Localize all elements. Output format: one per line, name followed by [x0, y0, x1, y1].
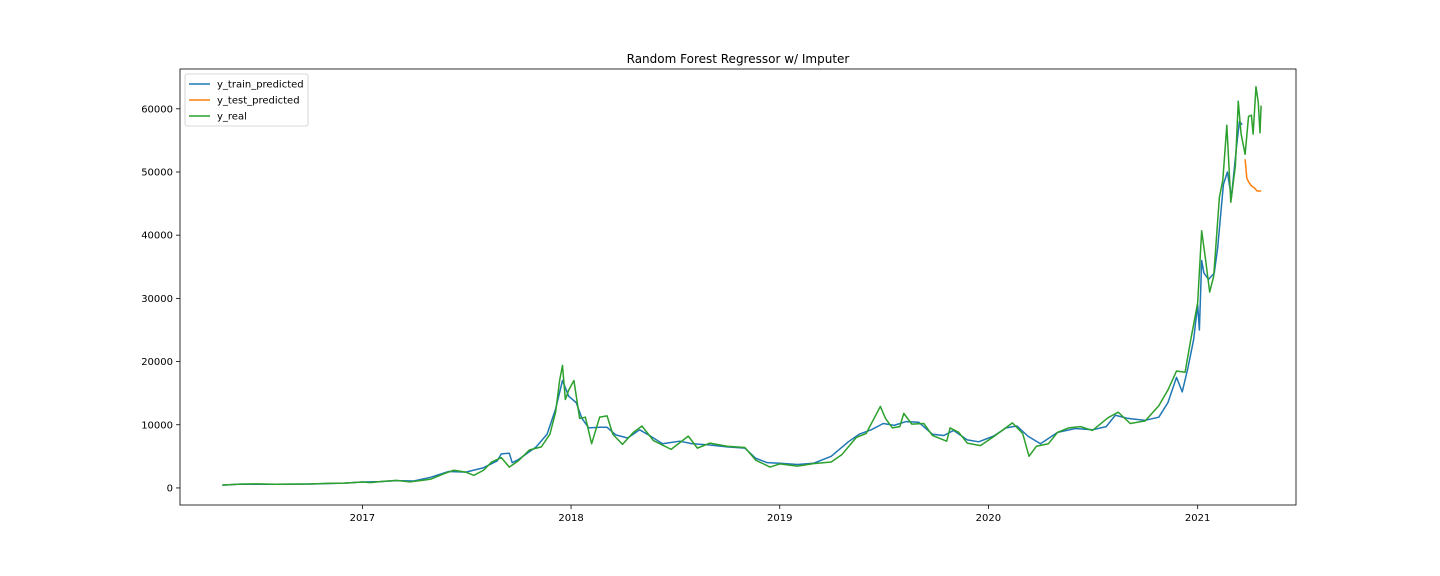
x-tick-label: 2021 — [1185, 513, 1210, 524]
legend-label: y_train_predicted — [217, 80, 304, 91]
y-axis: 0 10000 20000 30000 40000 50000 60000 — [141, 104, 180, 494]
y-tick-label: 60000 — [141, 104, 173, 115]
x-tick-label: 2018 — [558, 513, 583, 524]
y-tick-label: 50000 — [141, 167, 173, 178]
series-line-y-train-predicted — [222, 120, 1243, 486]
plot-area — [222, 85, 1262, 486]
legend: y_train_predicted y_test_predicted y_real — [184, 73, 309, 127]
y-tick-label: 20000 — [141, 357, 173, 368]
x-tick-label: 2019 — [767, 513, 792, 524]
y-tick-label: 10000 — [141, 420, 173, 431]
series-line-y-real — [222, 85, 1262, 486]
chart-title: Random Forest Regressor w/ Imputer — [627, 52, 850, 66]
x-axis: 2017 2018 2019 2020 2021 — [350, 505, 1210, 524]
legend-label: y_test_predicted — [217, 96, 300, 107]
x-tick-label: 2020 — [976, 513, 1001, 524]
y-tick-label: 30000 — [141, 294, 173, 305]
x-tick-label: 2017 — [350, 513, 375, 524]
y-tick-label: 40000 — [141, 231, 173, 242]
y-tick-label: 0 — [167, 483, 173, 494]
legend-box — [184, 73, 309, 127]
axes-frame — [179, 68, 1297, 506]
legend-label: y_real — [217, 112, 247, 123]
series-line-y-test-predicted — [1244, 159, 1262, 192]
